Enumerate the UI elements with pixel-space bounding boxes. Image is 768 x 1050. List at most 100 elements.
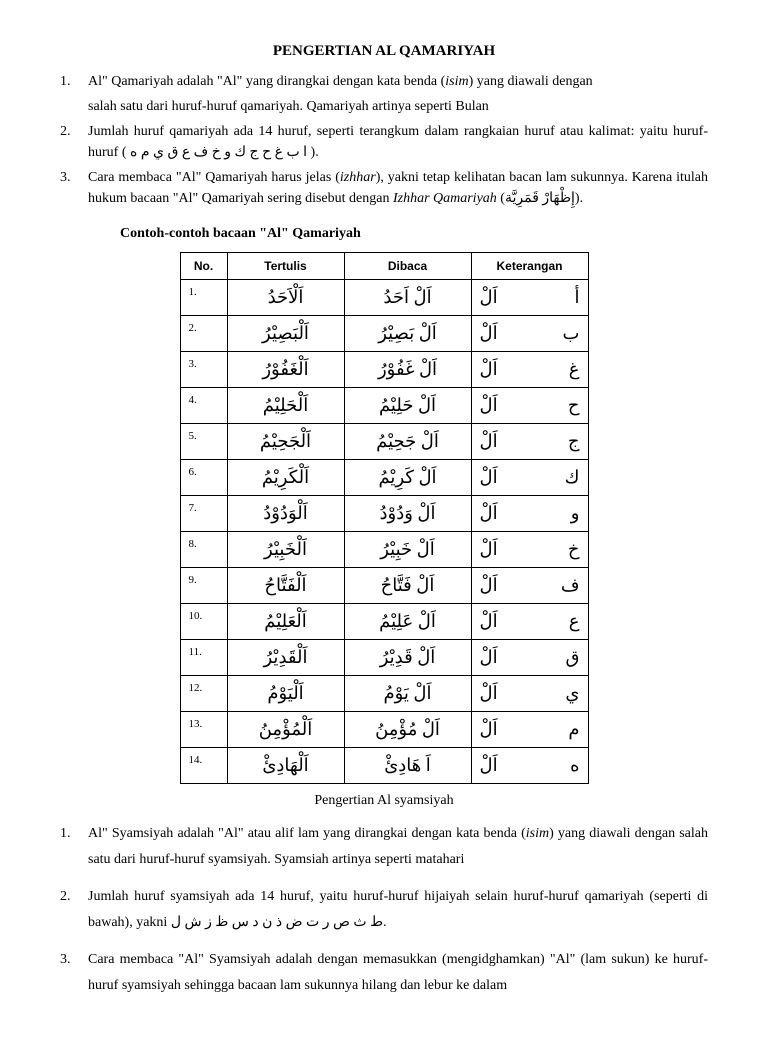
col-keterangan: Keterangan (471, 252, 588, 279)
ket-right: أ (574, 284, 579, 311)
ket-right: ب (563, 320, 580, 347)
ket-right: ج (568, 428, 580, 455)
cell-tertulis: اَلْوَدُوْدُ (227, 495, 344, 531)
qamariyah-point-3: 3. Cara membaca "Al" Qamariyah harus jel… (60, 167, 708, 209)
cell-keterangan: اَلْح (471, 387, 588, 423)
list-number: 2. (60, 884, 88, 937)
cell-dibaca: اَلْ حَلِيْمُ (344, 387, 471, 423)
cell-keterangan: اَلْج (471, 423, 588, 459)
cell-dibaca: اَلْ جَحِيْمُ (344, 423, 471, 459)
cell-keterangan: اَلْ م (471, 711, 588, 747)
italic-text: isim (445, 74, 468, 89)
cell-dibaca: اَلْ خَبِيْرُ (344, 531, 471, 567)
cell-no: 1. (180, 279, 227, 315)
cell-tertulis: اَلْهَادِئْ (227, 747, 344, 783)
ket-left: اَلْ (480, 644, 498, 671)
syamsiyah-caption: Pengertian Al syamsiyah (60, 790, 708, 811)
cell-keterangan: اَلْ أ (471, 279, 588, 315)
col-dibaca: Dibaca (344, 252, 471, 279)
cell-keterangan: اَلْ ق (471, 639, 588, 675)
cell-keterangan: اَلْع (471, 603, 588, 639)
col-tertulis: Tertulis (227, 252, 344, 279)
text: ). (307, 145, 319, 160)
cell-dibaca: اَلْ وَدُوْدُ (344, 495, 471, 531)
ket-right: و (571, 500, 580, 527)
ket-left: اَلْ (480, 572, 498, 599)
sub-line: salah satu dari huruf-huruf qamariyah. Q… (88, 96, 708, 117)
ket-left: اَلْ (480, 284, 498, 311)
text: ( (497, 191, 505, 206)
cell-no: 9. (180, 567, 227, 603)
cell-tertulis: اَلْعَلِيْمُ (227, 603, 344, 639)
cell-keterangan: اَلْه (471, 747, 588, 783)
table-row: 4.اَلْحَلِيْمُاَلْ حَلِيْمُاَلْح (180, 387, 588, 423)
table-header-row: No. Tertulis Dibaca Keterangan (180, 252, 588, 279)
cell-tertulis: اَلْاَحَدُ (227, 279, 344, 315)
ket-left: اَلْ (480, 608, 498, 635)
ket-right: غ (569, 356, 580, 383)
cell-keterangan: اَلْي (471, 675, 588, 711)
cell-dibaca: اَلْ كَرِيْمُ (344, 459, 471, 495)
cell-no: 12. (180, 675, 227, 711)
ket-right: م (568, 716, 579, 743)
cell-keterangan: اَلْ ب (471, 315, 588, 351)
syamsiyah-point-2: 2. Jumlah huruf syamsiyah ada 14 huruf, … (60, 884, 708, 937)
cell-tertulis: اَلْكَرِيْمُ (227, 459, 344, 495)
ket-left: اَلْ (480, 536, 498, 563)
cell-dibaca: اَلْ عَلِيْمُ (344, 603, 471, 639)
table-subheading: Contoh-contoh bacaan "Al" Qamariyah (120, 223, 708, 244)
italic-text: isim (526, 826, 549, 841)
cell-keterangan: اَلْغ (471, 351, 588, 387)
table-row: 1.اَلْاَحَدُاَلْ اَحَدُ اَلْ أ (180, 279, 588, 315)
cell-tertulis: اَلْمُؤْمِنُ (227, 711, 344, 747)
ket-right: ق (566, 644, 580, 671)
cell-dibaca: اَلْ اَحَدُ (344, 279, 471, 315)
cell-no: 7. (180, 495, 227, 531)
cell-no: 13. (180, 711, 227, 747)
table-row: 9.اَلْفَتَّاحُاَلْ فَتَّاحُاَلْف (180, 567, 588, 603)
cell-no: 3. (180, 351, 227, 387)
table-row: 3.اَلْغَفُوْرُاَلْ غَفُوْرُاَلْغ (180, 351, 588, 387)
table-row: 5.اَلْجَحِيْمُاَلْ جَحِيْمُاَلْج (180, 423, 588, 459)
ket-left: اَلْ (480, 716, 498, 743)
cell-no: 5. (180, 423, 227, 459)
cell-dibaca: اَلْ قَدِيْرُ (344, 639, 471, 675)
table-row: 7.اَلْوَدُوْدُاَلْ وَدُوْدُ اَلْ و (180, 495, 588, 531)
text: ). (575, 191, 583, 206)
list-number: 1. (60, 71, 88, 92)
table-row: 14.اَلْهَادِئْاَ هَادِئْاَلْه (180, 747, 588, 783)
qamariyah-point-1: 1. Al" Qamariyah adalah "Al" yang dirang… (60, 71, 708, 92)
cell-no: 2. (180, 315, 227, 351)
list-body: Jumlah huruf syamsiyah ada 14 huruf, yai… (88, 884, 708, 937)
cell-dibaca: اَلْ يَوْمُ (344, 675, 471, 711)
ket-right: ك (565, 464, 580, 491)
syamsiyah-point-1: 1. Al" Syamsiyah adalah "Al" atau alif l… (60, 821, 708, 874)
cell-tertulis: اَلْفَتَّاحُ (227, 567, 344, 603)
cell-tertulis: اَلْقَدِيْرُ (227, 639, 344, 675)
cell-tertulis: اَلْخَبِيْرُ (227, 531, 344, 567)
ket-right: خ (568, 536, 580, 563)
cell-no: 8. (180, 531, 227, 567)
arabic-text: إِظْهَارْ قَمَرِيَّة (505, 191, 575, 206)
text: Cara membaca "Al" Syamsiyah adalah denga… (88, 952, 708, 994)
ket-left: اَلْ (480, 500, 498, 527)
italic-text: izhhar (340, 170, 376, 185)
list-body: Cara membaca "Al" Syamsiyah adalah denga… (88, 947, 708, 1000)
text: ) yang diawali dengan (469, 74, 593, 89)
ket-left: اَلْ (480, 320, 498, 347)
cell-no: 10. (180, 603, 227, 639)
ket-right: ح (568, 392, 580, 419)
table-row: 10.اَلْعَلِيْمُاَلْ عَلِيْمُاَلْع (180, 603, 588, 639)
cell-no: 11. (180, 639, 227, 675)
ket-left: اَلْ (480, 752, 498, 779)
text: Al" Qamariyah adalah "Al" yang dirangkai… (88, 74, 445, 89)
text: Al" Syamsiyah adalah "Al" atau alif lam … (88, 826, 526, 841)
cell-no: 14. (180, 747, 227, 783)
cell-tertulis: اَلْيَوْمُ (227, 675, 344, 711)
table-row: 2.اَلْبَصِيْرُاَلْ بَصِيْرُاَلْب (180, 315, 588, 351)
cell-keterangan: اَلْف (471, 567, 588, 603)
cell-dibaca: اَلْ بَصِيْرُ (344, 315, 471, 351)
table-row: 6.اَلْكَرِيْمُاَلْ كَرِيْمُاَلْك (180, 459, 588, 495)
text: Cara membaca "Al" Qamariyah harus jelas … (88, 170, 340, 185)
list-number: 3. (60, 947, 88, 1000)
